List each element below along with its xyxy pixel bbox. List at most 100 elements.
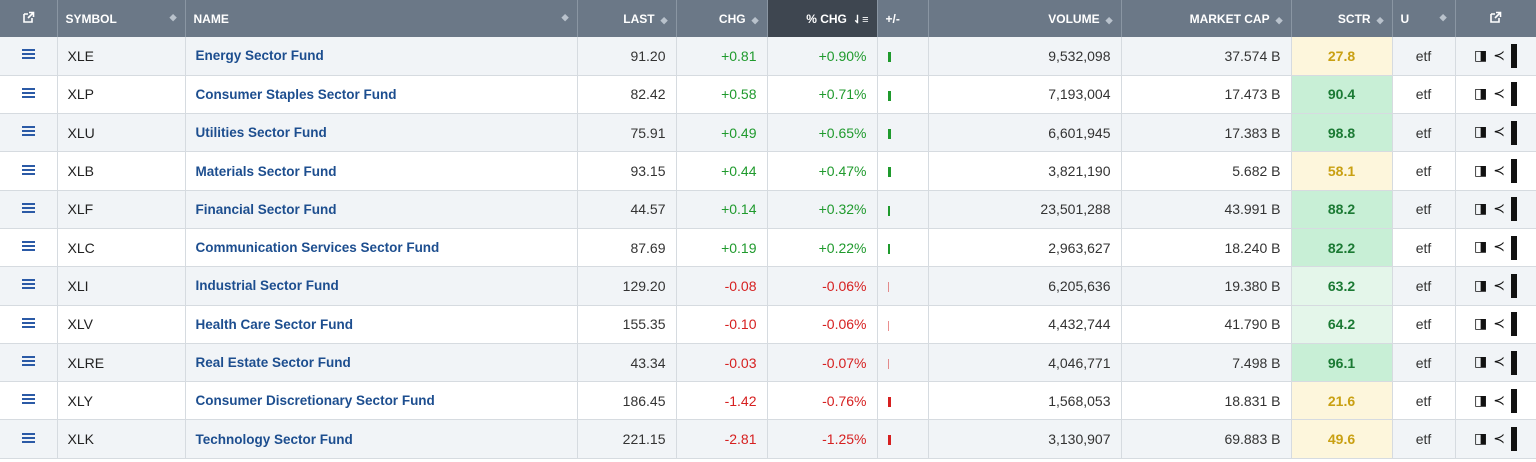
row-menu-button[interactable] — [0, 190, 58, 229]
compare-icon[interactable]: ≺ — [1493, 46, 1505, 63]
grid-icon[interactable] — [1510, 350, 1517, 375]
table-row[interactable]: XLB Materials Sector Fund 93.15 +0.44 +0… — [0, 151, 1536, 191]
open-charts-button[interactable] — [1455, 0, 1536, 37]
name-link[interactable]: Health Care Sector Fund — [185, 305, 578, 344]
col-u[interactable]: U ◆ — [1392, 0, 1456, 37]
symbol-cell[interactable]: XLE — [57, 37, 186, 76]
name-link[interactable]: Financial Sector Fund — [185, 190, 578, 229]
name-link[interactable]: Technology Sector Fund — [185, 419, 578, 459]
candlestick-chart-icon[interactable]: ◨ — [1474, 276, 1488, 293]
col-name[interactable]: NAME ◆ — [185, 0, 578, 37]
grid-icon[interactable] — [1510, 312, 1517, 337]
symbol-cell[interactable]: XLP — [57, 75, 186, 115]
col-sctr[interactable]: SCTR ◆ — [1291, 0, 1393, 37]
symbol-cell[interactable]: XLY — [57, 381, 186, 421]
change-bar — [887, 435, 891, 446]
row-menu-button[interactable] — [0, 343, 58, 383]
row-menu-button[interactable] — [0, 113, 58, 153]
compare-icon[interactable]: ≺ — [1493, 391, 1505, 408]
compare-icon[interactable]: ≺ — [1493, 200, 1505, 217]
table-row[interactable]: XLE Energy Sector Fund 91.20 +0.81 +0.90… — [0, 37, 1536, 76]
col-chg[interactable]: CHG ◆ — [676, 0, 768, 37]
compare-icon[interactable]: ≺ — [1493, 353, 1505, 370]
table-row[interactable]: XLU Utilities Sector Fund 75.91 +0.49 +0… — [0, 113, 1536, 153]
compare-icon[interactable]: ≺ — [1493, 314, 1505, 331]
row-menu-button[interactable] — [0, 266, 58, 306]
grid-icon[interactable] — [1510, 159, 1517, 184]
market-cap-cell: 18.831 B — [1121, 381, 1292, 421]
table-row[interactable]: XLF Financial Sector Fund 44.57 +0.14 +0… — [0, 190, 1536, 229]
candlestick-chart-icon[interactable]: ◨ — [1474, 200, 1488, 217]
candlestick-chart-icon[interactable]: ◨ — [1474, 46, 1488, 63]
grid-icon[interactable] — [1510, 82, 1517, 107]
symbol-cell[interactable]: XLB — [57, 151, 186, 191]
compare-icon[interactable]: ≺ — [1493, 85, 1505, 102]
col-plus-minus[interactable]: +/- — [877, 0, 929, 37]
name-link[interactable]: Utilities Sector Fund — [185, 113, 578, 153]
col-last[interactable]: LAST ◆ — [577, 0, 677, 37]
table-row[interactable]: XLY Consumer Discretionary Sector Fund 1… — [0, 381, 1536, 421]
symbol-cell[interactable]: XLRE — [57, 343, 186, 383]
row-actions: ◨ ≺ — [1455, 75, 1536, 115]
table-row[interactable]: XLC Communication Services Sector Fund 8… — [0, 228, 1536, 268]
compare-icon[interactable]: ≺ — [1493, 123, 1505, 140]
candlestick-chart-icon[interactable]: ◨ — [1474, 238, 1488, 255]
symbol-cell[interactable]: XLF — [57, 190, 186, 229]
candlestick-chart-icon[interactable]: ◨ — [1474, 85, 1488, 102]
col-market-cap[interactable]: MARKET CAP ◆ — [1121, 0, 1292, 37]
grid-icon[interactable] — [1510, 120, 1517, 145]
market-cap-cell: 18.240 B — [1121, 228, 1292, 268]
table-row[interactable]: XLV Health Care Sector Fund 155.35 -0.10… — [0, 305, 1536, 344]
external-link-icon — [22, 11, 35, 23]
col-volume[interactable]: VOLUME ◆ — [928, 0, 1122, 37]
table-row[interactable]: XLI Industrial Sector Fund 129.20 -0.08 … — [0, 266, 1536, 306]
open-all-button[interactable] — [0, 0, 58, 37]
compare-icon[interactable]: ≺ — [1493, 161, 1505, 178]
row-menu-button[interactable] — [0, 228, 58, 268]
row-menu-button[interactable] — [0, 381, 58, 421]
sctr-cell: 88.2 — [1291, 190, 1393, 229]
menu-icon — [21, 354, 35, 368]
grid-icon[interactable] — [1510, 273, 1517, 298]
symbol-cell[interactable]: XLC — [57, 228, 186, 268]
last-cell: 43.34 — [577, 343, 677, 383]
candlestick-chart-icon[interactable]: ◨ — [1474, 123, 1488, 140]
name-link[interactable]: Energy Sector Fund — [185, 37, 578, 76]
candlestick-chart-icon[interactable]: ◨ — [1474, 353, 1488, 370]
table-row[interactable]: XLRE Real Estate Sector Fund 43.34 -0.03… — [0, 343, 1536, 383]
candlestick-chart-icon[interactable]: ◨ — [1474, 429, 1488, 446]
symbol-cell[interactable]: XLU — [57, 113, 186, 153]
candlestick-chart-icon[interactable]: ◨ — [1474, 161, 1488, 178]
row-menu-button[interactable] — [0, 151, 58, 191]
u-cell: etf — [1392, 266, 1456, 306]
compare-icon[interactable]: ≺ — [1493, 276, 1505, 293]
name-link[interactable]: Consumer Discretionary Sector Fund — [185, 381, 578, 421]
symbol-cell[interactable]: XLV — [57, 305, 186, 344]
table-row[interactable]: XLK Technology Sector Fund 221.15 -2.81 … — [0, 419, 1536, 459]
grid-icon[interactable] — [1510, 427, 1517, 452]
row-menu-button[interactable] — [0, 419, 58, 459]
symbol-cell[interactable]: XLI — [57, 266, 186, 306]
grid-icon[interactable] — [1510, 197, 1517, 222]
name-link[interactable]: Industrial Sector Fund — [185, 266, 578, 306]
change-bar-cell — [877, 343, 929, 383]
grid-icon[interactable] — [1510, 43, 1517, 68]
col-pct-chg[interactable]: % CHG ⇃≡ — [767, 0, 878, 37]
grid-icon[interactable] — [1510, 388, 1517, 413]
name-link[interactable]: Communication Services Sector Fund — [185, 228, 578, 268]
name-link[interactable]: Consumer Staples Sector Fund — [185, 75, 578, 115]
candlestick-chart-icon[interactable]: ◨ — [1474, 314, 1488, 331]
table-row[interactable]: XLP Consumer Staples Sector Fund 82.42 +… — [0, 75, 1536, 115]
candlestick-chart-icon[interactable]: ◨ — [1474, 391, 1488, 408]
compare-icon[interactable]: ≺ — [1493, 429, 1505, 446]
row-menu-button[interactable] — [0, 37, 58, 76]
compare-icon[interactable]: ≺ — [1493, 238, 1505, 255]
symbol-cell[interactable]: XLK — [57, 419, 186, 459]
grid-icon[interactable] — [1510, 235, 1517, 260]
name-link[interactable]: Materials Sector Fund — [185, 151, 578, 191]
col-symbol[interactable]: SYMBOL ◆ — [57, 0, 186, 37]
volume-cell: 3,821,190 — [928, 151, 1122, 191]
name-link[interactable]: Real Estate Sector Fund — [185, 343, 578, 383]
row-menu-button[interactable] — [0, 75, 58, 115]
row-menu-button[interactable] — [0, 305, 58, 344]
